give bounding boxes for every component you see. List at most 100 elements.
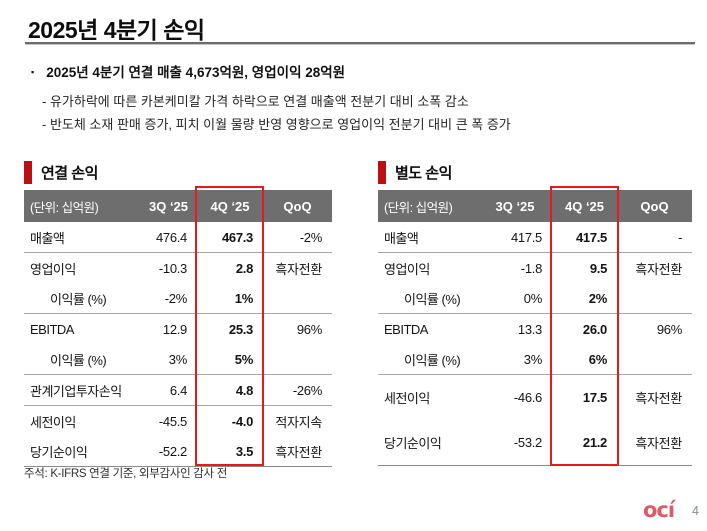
section-title-text: 별도 손익 (395, 164, 452, 182)
value-3q: -10.3 (158, 260, 187, 276)
row-label: 이익률 (%) (378, 283, 478, 314)
table-row: 이익률 (%) 0% 2% (378, 283, 692, 314)
value-3q: 3% (140, 344, 197, 375)
value-qoq: 96% (296, 321, 322, 337)
row-label: 세전이익 (30, 414, 76, 430)
section-title-text: 연결 손익 (41, 164, 98, 182)
value-3q: -2% (140, 283, 197, 314)
unit-label: (단위: 십억원) (378, 190, 478, 222)
summary-point: - 유가하락에 따른 카본케미칼 가격 하락으로 연결 매출액 전분기 대비 소… (42, 94, 469, 109)
value-3q: -1.8 (520, 260, 543, 276)
value-qoq (263, 283, 332, 314)
consolidated-pnl-table: (단위: 십억원) 3Q ‘25 4Q ‘25 QoQ 매출액 476.4 467.3 -2%… (24, 190, 332, 467)
title-divider (25, 42, 695, 45)
column-header: QoQ (263, 190, 332, 222)
row-label: 이익률 (%) (378, 344, 478, 375)
value-4q: 26.0 (582, 321, 607, 337)
footnote: 주석: K-IFRS 연결 기준, 외부감사인 감사 전 (24, 468, 227, 480)
value-3q: -52.2 (140, 436, 197, 467)
column-header: 4Q ‘25 (552, 190, 617, 222)
summary-headline: ▪ 2025년 4분기 연결 매출 4,673억원, 영업이익 28억원 (31, 61, 345, 81)
value-3q: 6.4 (140, 374, 197, 406)
value-qoq: 96% (656, 321, 682, 337)
value-4q: 5% (197, 344, 263, 375)
table-row: 이익률 (%) 3% 5% (24, 344, 332, 375)
value-4q: 2% (552, 283, 617, 314)
column-header: QoQ (617, 190, 692, 222)
row-label: 영업이익 (30, 261, 76, 277)
value-3q: 476.4 (140, 222, 197, 253)
section-accent-bar (378, 160, 386, 184)
value-3q: -45.5 (158, 413, 187, 429)
row-label: EBITDA (30, 321, 74, 337)
value-4q: -4.0 (231, 413, 254, 429)
value-qoq (617, 344, 692, 375)
row-label: 당기순이익 (24, 436, 140, 467)
table-header-row: (단위: 십억원) 3Q ‘25 4Q ‘25 QoQ (378, 190, 692, 222)
summary-headline-text: 2025년 4분기 연결 매출 4,673억원, 영업이익 28억원 (46, 65, 346, 80)
bullet-square-icon: ▪ (31, 66, 35, 77)
value-3q: 0% (478, 283, 552, 314)
value-qoq: 흑자전환 (617, 420, 692, 466)
value-qoq: - (617, 222, 692, 253)
value-4q: 17.5 (582, 390, 607, 405)
row-label: 영업이익 (384, 261, 430, 277)
value-4q: 467.3 (197, 222, 263, 253)
row-label: 매출액 (24, 222, 140, 253)
value-qoq: -26% (263, 374, 332, 406)
table-row: 당기순이익 -52.2 3.5 흑자전환 (24, 436, 332, 467)
summary-subpoints: - 유가하락에 따른 카본케미칼 가격 하락으로 연결 매출액 전분기 대비 소… (42, 91, 511, 136)
table-row: 당기순이익 -53.2 21.2 흑자전환 (378, 420, 692, 466)
value-4q: 1% (197, 283, 263, 314)
page-number: 4 (692, 504, 699, 518)
table-row: 매출액 476.4 467.3 -2% (24, 222, 332, 253)
row-label: 매출액 (378, 222, 478, 253)
separate-pnl-table: (단위: 십억원) 3Q ‘25 4Q ‘25 QoQ 매출액 417.5 417.5- 영업… (378, 190, 692, 466)
value-3q: 417.5 (478, 222, 552, 253)
value-3q: -53.2 (478, 420, 552, 466)
section-title-consolidated: 연결 손익 (24, 160, 98, 184)
table-row: 영업이익 -10.3 2.8 흑자전환 (24, 253, 332, 284)
value-4q: 2.8 (235, 260, 253, 276)
section-accent-bar (24, 160, 32, 184)
value-qoq: 흑자전환 (275, 261, 322, 277)
table-row: 매출액 417.5 417.5- (378, 222, 692, 253)
value-4q: 21.2 (552, 420, 617, 466)
row-label: 관계기업투자손익 (24, 374, 140, 406)
table-row: 영업이익 -1.8 9.5 흑자전환 (378, 253, 692, 284)
row-label: 이익률 (%) (24, 283, 140, 314)
value-3q: 12.9 (162, 321, 187, 337)
page-title: 2025년 4분기 손익 (28, 17, 205, 43)
value-4q: 417.5 (552, 222, 617, 253)
value-4q: 3.5 (197, 436, 263, 467)
table-row: 이익률 (%) -2% 1% (24, 283, 332, 314)
column-header: 3Q ‘25 (478, 190, 552, 222)
column-header: 3Q ‘25 (140, 190, 197, 222)
value-qoq: 적자지속 (275, 414, 322, 430)
table-row: EBITDA 13.3 26.0 96% (378, 314, 692, 345)
value-3q: 13.3 (517, 321, 542, 337)
table-row: 관계기업투자손익 6.4 4.8 -26% (24, 374, 332, 406)
table-row: 세전이익 -46.6 17.5 흑자전환 (378, 375, 692, 421)
value-qoq: -2% (263, 222, 332, 253)
table-row: 이익률 (%) 3% 6% (378, 344, 692, 375)
row-label: 당기순이익 (378, 420, 478, 466)
value-qoq (263, 344, 332, 375)
unit-label: (단위: 십억원) (24, 190, 140, 222)
table-header-row: (단위: 십억원) 3Q ‘25 4Q ‘25 QoQ (24, 190, 332, 222)
value-qoq: 흑자전환 (263, 436, 332, 467)
value-4q: 6% (552, 344, 617, 375)
value-3q: 3% (478, 344, 552, 375)
value-4q: 4.8 (197, 374, 263, 406)
row-label: 세전이익 (384, 391, 430, 406)
value-4q: 9.5 (589, 260, 607, 276)
row-label: 이익률 (%) (24, 344, 140, 375)
table-row: EBITDA 12.9 25.3 96% (24, 314, 332, 345)
summary-point: - 반도체 소재 판매 증가, 피치 이월 물량 반영 영향으로 영업이익 전분… (42, 116, 511, 132)
value-qoq: 흑자전환 (635, 391, 682, 406)
value-qoq: 흑자전환 (635, 261, 682, 277)
row-label: EBITDA (384, 321, 428, 337)
value-3q: -46.6 (513, 390, 542, 405)
column-header: 4Q ‘25 (197, 190, 263, 222)
